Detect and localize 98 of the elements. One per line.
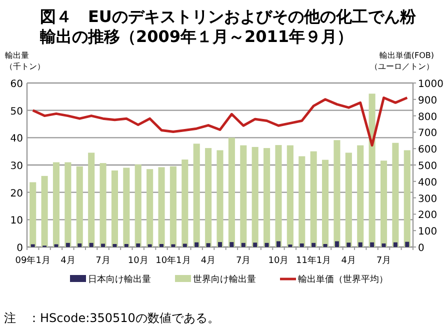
bar [322,160,329,247]
bar [78,243,82,247]
bar [298,156,306,247]
bar [252,146,258,247]
bar [64,162,72,247]
y-tick-label: 30 [10,161,23,172]
bar [357,145,364,247]
bar [264,242,269,247]
bar [241,242,246,247]
bar [101,244,106,247]
bar [182,244,187,247]
bar [194,242,199,247]
x-tick-label: 10月 [128,256,148,266]
x-tick-label: 10年1月 [156,255,191,266]
bar [206,243,210,247]
bar [100,163,106,247]
bar [380,160,388,247]
x-tick-label: 7月 [236,256,251,266]
bar [358,242,362,247]
bar [134,164,142,247]
bar [182,160,188,247]
bar [216,150,224,247]
y-tick-label: 20 [10,188,23,200]
bar [112,244,117,247]
y2-tick-label: 800 [418,112,438,123]
x-tick-label: 7月 [376,256,392,266]
legend-label: 日本向け輸出量 [88,274,151,285]
x-tick-label: 10月 [268,256,289,266]
bar [124,244,128,247]
bar [334,140,340,247]
bar [370,242,374,247]
y-tick-label: 40 [10,134,23,145]
bar [30,244,35,247]
y-axis-title: 輸出量（千トン） [5,51,45,71]
bar [30,182,36,247]
bar [52,162,60,247]
y2-tick-label: 700 [418,128,438,140]
x-tick-label: 7月 [96,256,110,266]
y-tick-label: 10 [10,216,23,227]
legend-label: 世界向け輸出量 [193,274,256,285]
bar [405,242,410,247]
y2-axis-title: 輸出単価(FOB)（ユーロ／トン） [370,51,434,71]
y2-tick-label: 600 [418,144,438,156]
bar [346,242,351,247]
bar [160,244,164,247]
bar [345,152,352,247]
y2-tick-label: 200 [418,210,438,222]
bar [310,151,317,247]
bar [170,166,176,247]
bar [146,169,154,247]
x-tick-label: 4月 [341,256,356,266]
bar [334,241,339,247]
bar [368,94,376,247]
y2-tick-label: 300 [418,194,438,205]
bar [88,152,95,247]
bar [230,242,234,247]
x-tick-label: 11年1月 [296,255,332,266]
y-tick-label: 50 [10,106,23,118]
bar [228,138,235,247]
bar [392,142,399,247]
bar [136,243,140,247]
bar [41,176,48,247]
y2-tick-label: 100 [418,226,438,238]
bar [323,244,328,247]
bar [300,243,304,247]
bar [66,242,70,247]
bar [111,170,118,247]
legend-label: 輸出単価（世界平均） [298,274,388,285]
y2-tick-label: 0 [418,243,424,254]
bar [193,144,200,247]
bar [312,242,316,247]
bar [404,150,410,247]
bar [286,145,294,247]
bar [158,167,165,247]
bar [123,168,130,247]
bar [253,242,258,247]
y2-tick-label: 1000 [418,79,444,90]
bar [171,244,176,247]
x-tick-label: 09年1月 [15,255,50,266]
y2-tick-label: 400 [418,177,438,188]
bar [264,148,270,247]
y-tick-label: 60 [10,79,23,90]
chart-title: 図４ EUのデキストリンおよびその他の化工でん粉輸出の推移（2009年１月～2011年９月） [39,7,417,46]
bar [76,166,83,247]
bar [240,145,247,247]
y-tick-label: 0 [16,243,23,254]
bar [275,145,282,247]
bar [148,244,152,247]
bar [218,242,222,247]
bar [393,242,398,247]
bar [205,148,212,247]
x-tick-label: 4月 [200,256,216,266]
y2-tick-label: 900 [418,95,438,106]
y2-tick-label: 500 [418,161,438,172]
x-tick-label: 4月 [60,256,76,266]
bar [89,242,94,247]
bar [276,241,280,247]
text: 注 ：HScode:350510の数値である。 [4,311,220,325]
